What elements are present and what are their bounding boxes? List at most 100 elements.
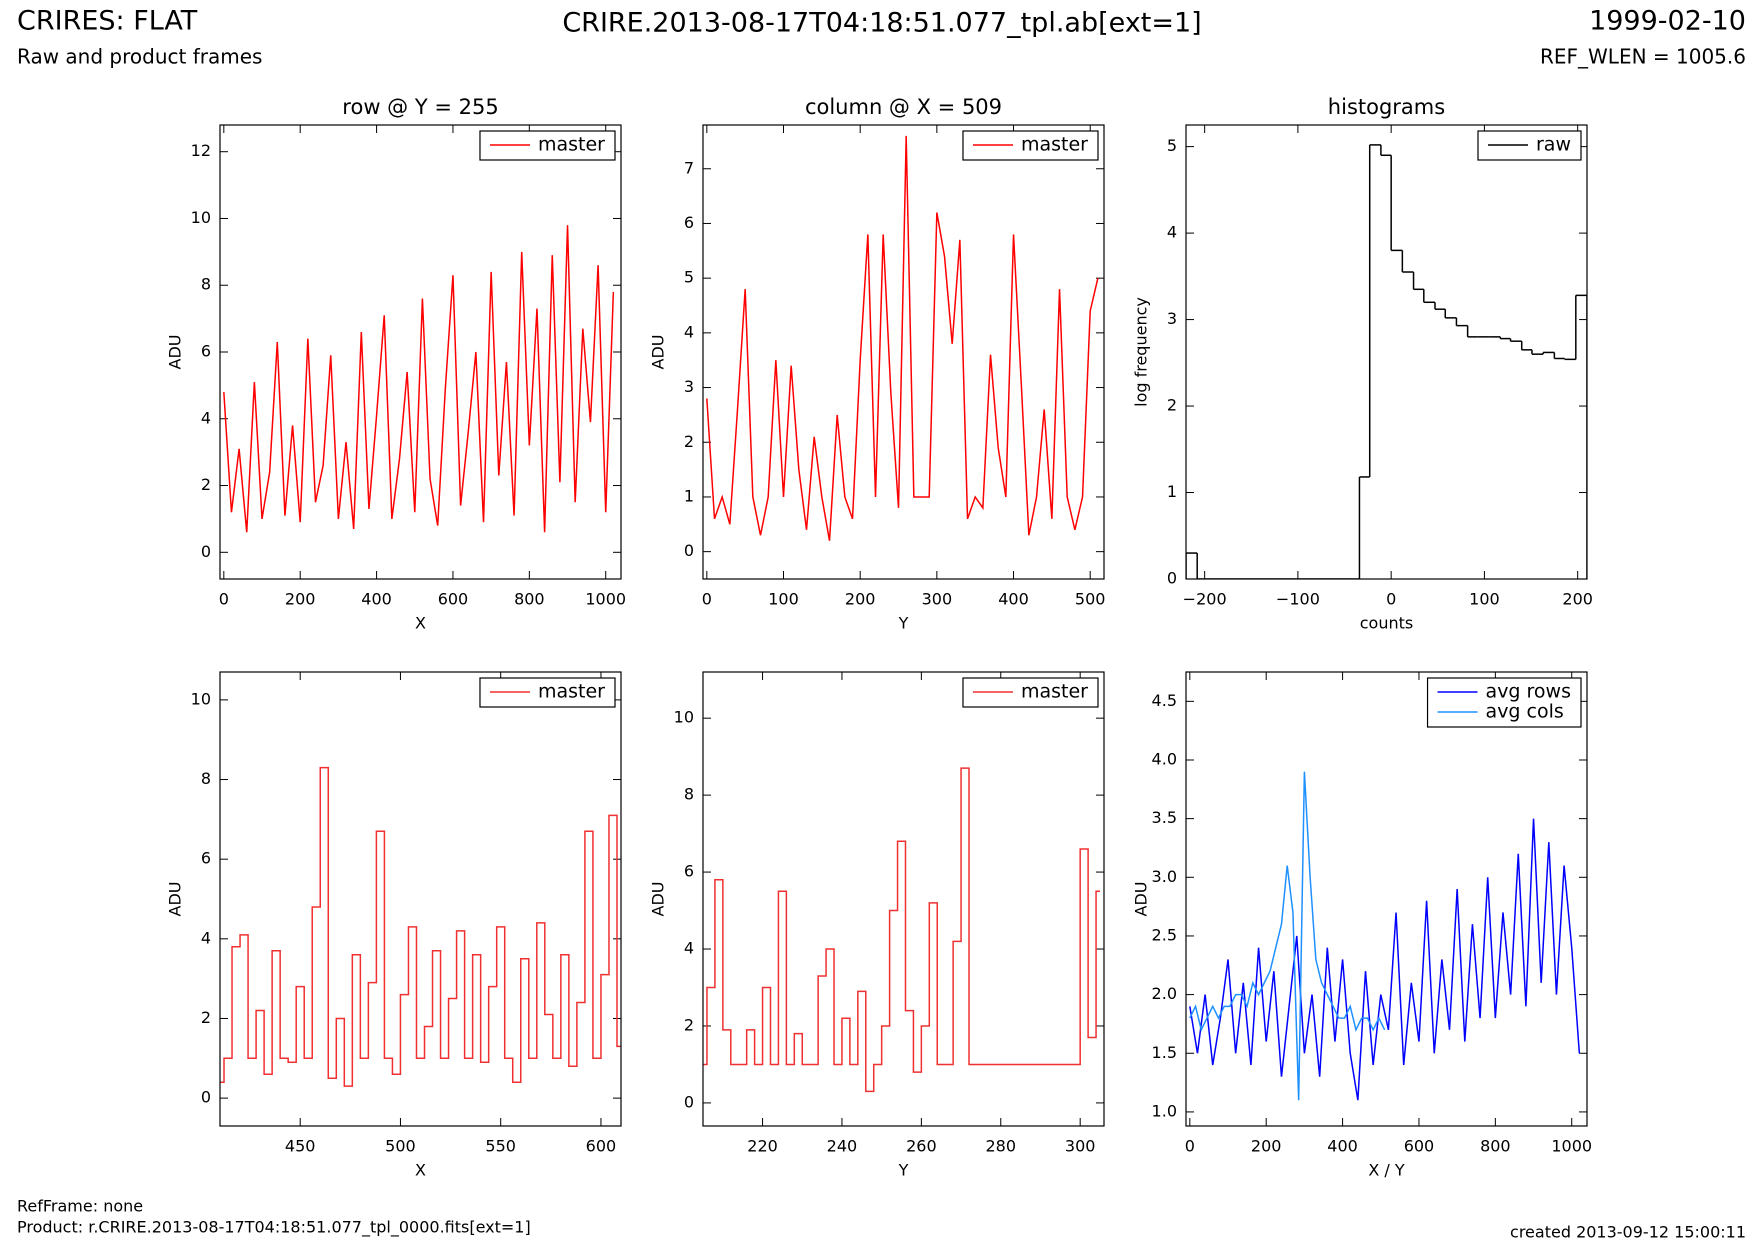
x-axis-label: Y bbox=[898, 1161, 909, 1180]
x-tick-label: 300 bbox=[1065, 1137, 1096, 1156]
panel: X ADU 450 500 550 600 0 2 4 6 8 10 master bbox=[166, 671, 622, 1180]
legend-label: raw bbox=[1536, 134, 1571, 156]
legend-box bbox=[479, 677, 616, 708]
y-tick-label: 2 bbox=[684, 1015, 694, 1034]
y-tick-label: 10 bbox=[191, 689, 211, 708]
x-tick-label: 400 bbox=[361, 590, 392, 609]
x-tick-label: 800 bbox=[514, 590, 545, 609]
y-tick-label: 8 bbox=[201, 769, 211, 788]
plot-area bbox=[703, 767, 1101, 1093]
x-tick-label: 550 bbox=[485, 1137, 516, 1156]
y-tick-label: 0 bbox=[684, 1092, 694, 1111]
y-tick-label: 2 bbox=[684, 432, 694, 451]
legend: master bbox=[962, 130, 1099, 161]
legend-label: master bbox=[538, 134, 605, 156]
panel: row @ Y = 255 X ADU 0 200 400 600 800 1000 0 2 4 6 8 1… bbox=[166, 95, 627, 633]
series-line bbox=[1189, 771, 1386, 1101]
x-tick-label: 0 bbox=[702, 590, 712, 609]
y-tick-label: 4.5 bbox=[1152, 691, 1177, 710]
legend: master bbox=[479, 130, 616, 161]
x-axis-label: counts bbox=[1360, 614, 1413, 633]
x-tick-label: 100 bbox=[768, 590, 799, 609]
x-tick-label: 400 bbox=[998, 590, 1029, 609]
plot-area bbox=[1186, 144, 1587, 579]
y-tick-label: 4 bbox=[1167, 223, 1177, 242]
y-axis-label: ADU bbox=[1132, 882, 1151, 917]
y-tick-label: 0 bbox=[684, 541, 694, 560]
y-tick-label: 5 bbox=[684, 268, 694, 287]
y-tick-label: 2 bbox=[201, 475, 211, 494]
x-tick-label: 240 bbox=[827, 1137, 858, 1156]
y-tick-label: 2 bbox=[201, 1008, 211, 1027]
y-tick-label: 3.0 bbox=[1152, 867, 1177, 886]
x-axis-label: X bbox=[415, 1161, 426, 1180]
x-tick-label: 600 bbox=[586, 1137, 617, 1156]
ref-wlen: REF_WLEN = 1005.6 bbox=[1540, 45, 1746, 69]
y-axis-label: log frequency bbox=[1132, 297, 1151, 407]
axes-frame bbox=[702, 124, 1105, 580]
x-tick-label: 200 bbox=[1251, 1137, 1282, 1156]
series-line bbox=[223, 225, 615, 533]
y-axis-label: ADU bbox=[649, 882, 668, 917]
page-subtitle: Raw and product frames bbox=[17, 45, 262, 69]
x-tick-label: 1000 bbox=[1551, 1137, 1592, 1156]
x-tick-label: −200 bbox=[1183, 590, 1227, 609]
plot-area bbox=[706, 135, 1099, 541]
y-tick-label: 4 bbox=[684, 939, 694, 958]
x-tick-label: 220 bbox=[747, 1137, 778, 1156]
y-tick-label: 10 bbox=[191, 208, 211, 227]
y-tick-label: 5 bbox=[1167, 136, 1177, 155]
y-tick-label: 1.5 bbox=[1152, 1043, 1177, 1062]
plot-area bbox=[1189, 771, 1581, 1101]
legend: master bbox=[962, 677, 1099, 708]
y-tick-label: 0 bbox=[1167, 569, 1177, 588]
legend-label: master bbox=[1021, 681, 1088, 703]
y-tick-label: 6 bbox=[201, 342, 211, 361]
ref-frame: RefFrame: none bbox=[17, 1197, 143, 1216]
panel: column @ X = 509 Y ADU 0 100 200 300 400 500 0 1 2 3… bbox=[649, 95, 1106, 633]
legend: master bbox=[479, 677, 616, 708]
panel-title: row @ Y = 255 bbox=[342, 95, 498, 119]
x-tick-label: 200 bbox=[285, 590, 316, 609]
y-tick-label: 0 bbox=[201, 1088, 211, 1107]
y-tick-label: 4 bbox=[201, 928, 211, 947]
x-tick-label: 500 bbox=[385, 1137, 416, 1156]
x-tick-label: 0 bbox=[1386, 590, 1396, 609]
y-tick-label: 0 bbox=[201, 542, 211, 561]
y-tick-label: 1 bbox=[1167, 482, 1177, 501]
series-line bbox=[706, 135, 1099, 541]
y-tick-label: 2.0 bbox=[1152, 984, 1177, 1003]
y-tick-label: 10 bbox=[674, 708, 694, 727]
y-tick-label: 1 bbox=[684, 486, 694, 505]
x-tick-label: 400 bbox=[1327, 1137, 1358, 1156]
legend-label: avg rows bbox=[1486, 681, 1571, 703]
x-tick-label: 100 bbox=[1469, 590, 1500, 609]
x-tick-label: 0 bbox=[219, 590, 229, 609]
y-tick-label: 4 bbox=[201, 408, 211, 427]
x-axis-label: X bbox=[415, 614, 426, 633]
x-tick-label: 600 bbox=[438, 590, 469, 609]
axes-frame bbox=[1185, 671, 1588, 1127]
legend-label: avg cols bbox=[1486, 701, 1564, 723]
y-axis-label: ADU bbox=[166, 335, 185, 370]
y-tick-label: 3.5 bbox=[1152, 808, 1177, 827]
y-tick-label: 6 bbox=[684, 862, 694, 881]
legend-box bbox=[479, 130, 616, 161]
product: Product: r.CRIRE.2013-08-17T04:18:51.077… bbox=[17, 1218, 531, 1238]
x-tick-label: 200 bbox=[845, 590, 876, 609]
x-tick-label: 260 bbox=[906, 1137, 937, 1156]
x-tick-label: 200 bbox=[1562, 590, 1593, 609]
y-tick-label: 12 bbox=[191, 141, 211, 160]
y-tick-label: 6 bbox=[684, 213, 694, 232]
x-tick-label: 500 bbox=[1075, 590, 1106, 609]
legend-label: master bbox=[538, 681, 605, 703]
y-tick-label: 7 bbox=[684, 158, 694, 177]
plot-area bbox=[223, 225, 615, 533]
y-tick-label: 8 bbox=[201, 275, 211, 294]
legend-box bbox=[1426, 677, 1582, 728]
y-tick-label: 3 bbox=[1167, 309, 1177, 328]
x-tick-label: 600 bbox=[1404, 1137, 1435, 1156]
x-tick-label: 300 bbox=[922, 590, 953, 609]
